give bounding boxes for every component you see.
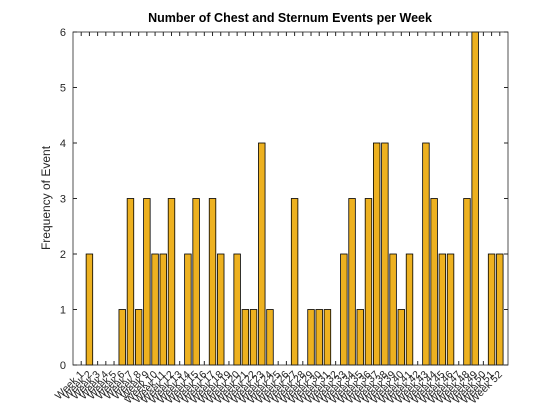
bar xyxy=(258,142,266,366)
bar xyxy=(422,142,430,366)
bar xyxy=(151,253,159,366)
bar xyxy=(496,253,504,366)
bar xyxy=(307,309,315,366)
bar xyxy=(167,198,176,366)
y-tick-label: 2 xyxy=(60,249,66,261)
bar xyxy=(126,198,135,366)
bar xyxy=(348,198,356,366)
bar xyxy=(143,198,151,366)
bar xyxy=(290,198,299,366)
bar xyxy=(266,309,274,366)
bar xyxy=(430,198,438,366)
bar xyxy=(356,309,364,366)
bar xyxy=(446,253,455,366)
bar xyxy=(134,309,143,366)
bar xyxy=(405,253,414,366)
bar xyxy=(340,253,348,366)
y-axis-label: Frequency of Event xyxy=(39,145,53,250)
bar xyxy=(233,253,241,366)
bar xyxy=(184,253,192,366)
bar xyxy=(487,253,496,366)
y-tick-label: 6 xyxy=(60,27,66,39)
bar xyxy=(397,309,405,366)
axes-box xyxy=(72,31,509,366)
bar xyxy=(118,309,126,366)
bar xyxy=(315,309,323,366)
bar xyxy=(364,198,373,366)
bar xyxy=(463,198,471,366)
chart-title: Number of Chest and Sternum Events per W… xyxy=(148,11,432,25)
bar xyxy=(323,309,332,366)
bar xyxy=(471,31,479,366)
bar xyxy=(389,253,397,366)
bar xyxy=(438,253,447,366)
bar xyxy=(159,253,167,366)
bar xyxy=(192,198,200,366)
y-tick-label: 1 xyxy=(60,305,66,317)
bar xyxy=(381,142,389,366)
bar xyxy=(372,142,381,366)
y-tick-label: 0 xyxy=(60,360,66,372)
y-tick-label: 3 xyxy=(60,194,66,206)
bar xyxy=(208,198,217,366)
bar xyxy=(85,253,94,366)
y-tick-label: 4 xyxy=(60,138,66,150)
y-tick-label: 5 xyxy=(60,83,66,95)
bar xyxy=(241,309,250,366)
bar xyxy=(249,309,258,366)
bar xyxy=(217,253,225,366)
